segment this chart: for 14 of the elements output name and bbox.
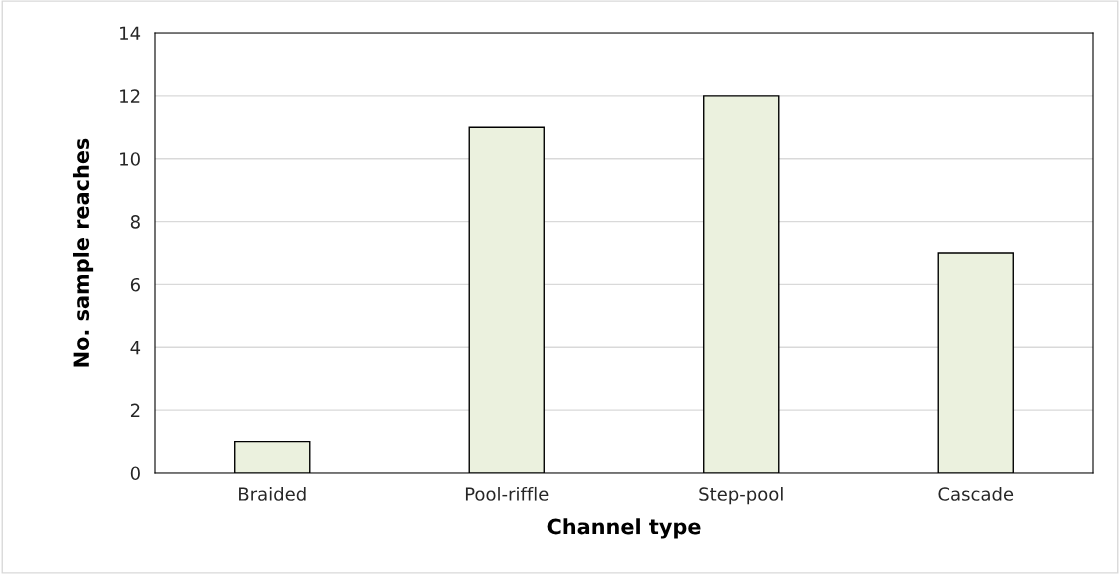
y-tick-label: 12 xyxy=(120,89,140,103)
x-tick-label: Pool-riffle xyxy=(465,486,549,501)
y-tick-label: 14 xyxy=(120,26,141,40)
y-tick-label: 8 xyxy=(130,215,140,229)
x-tick-label: Cascade xyxy=(938,486,1014,501)
y-tick-label: 0 xyxy=(130,466,140,481)
x-tick-label: Step-pool xyxy=(699,486,783,505)
y-tick-label: 4 xyxy=(130,340,141,355)
x-tick-label: Braided xyxy=(239,486,306,501)
y-tick-label: 2 xyxy=(130,403,140,417)
y-tick-label: 10 xyxy=(120,152,140,166)
y-tick-label: 6 xyxy=(130,277,140,292)
x-axis-title: Channel type xyxy=(547,518,701,539)
y-axis-title: No. sample reaches xyxy=(72,138,94,367)
